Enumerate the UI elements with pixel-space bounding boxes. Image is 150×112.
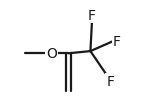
Text: F: F <box>106 74 114 88</box>
Text: F: F <box>88 9 96 23</box>
Text: F: F <box>113 35 121 49</box>
Text: O: O <box>46 47 57 61</box>
